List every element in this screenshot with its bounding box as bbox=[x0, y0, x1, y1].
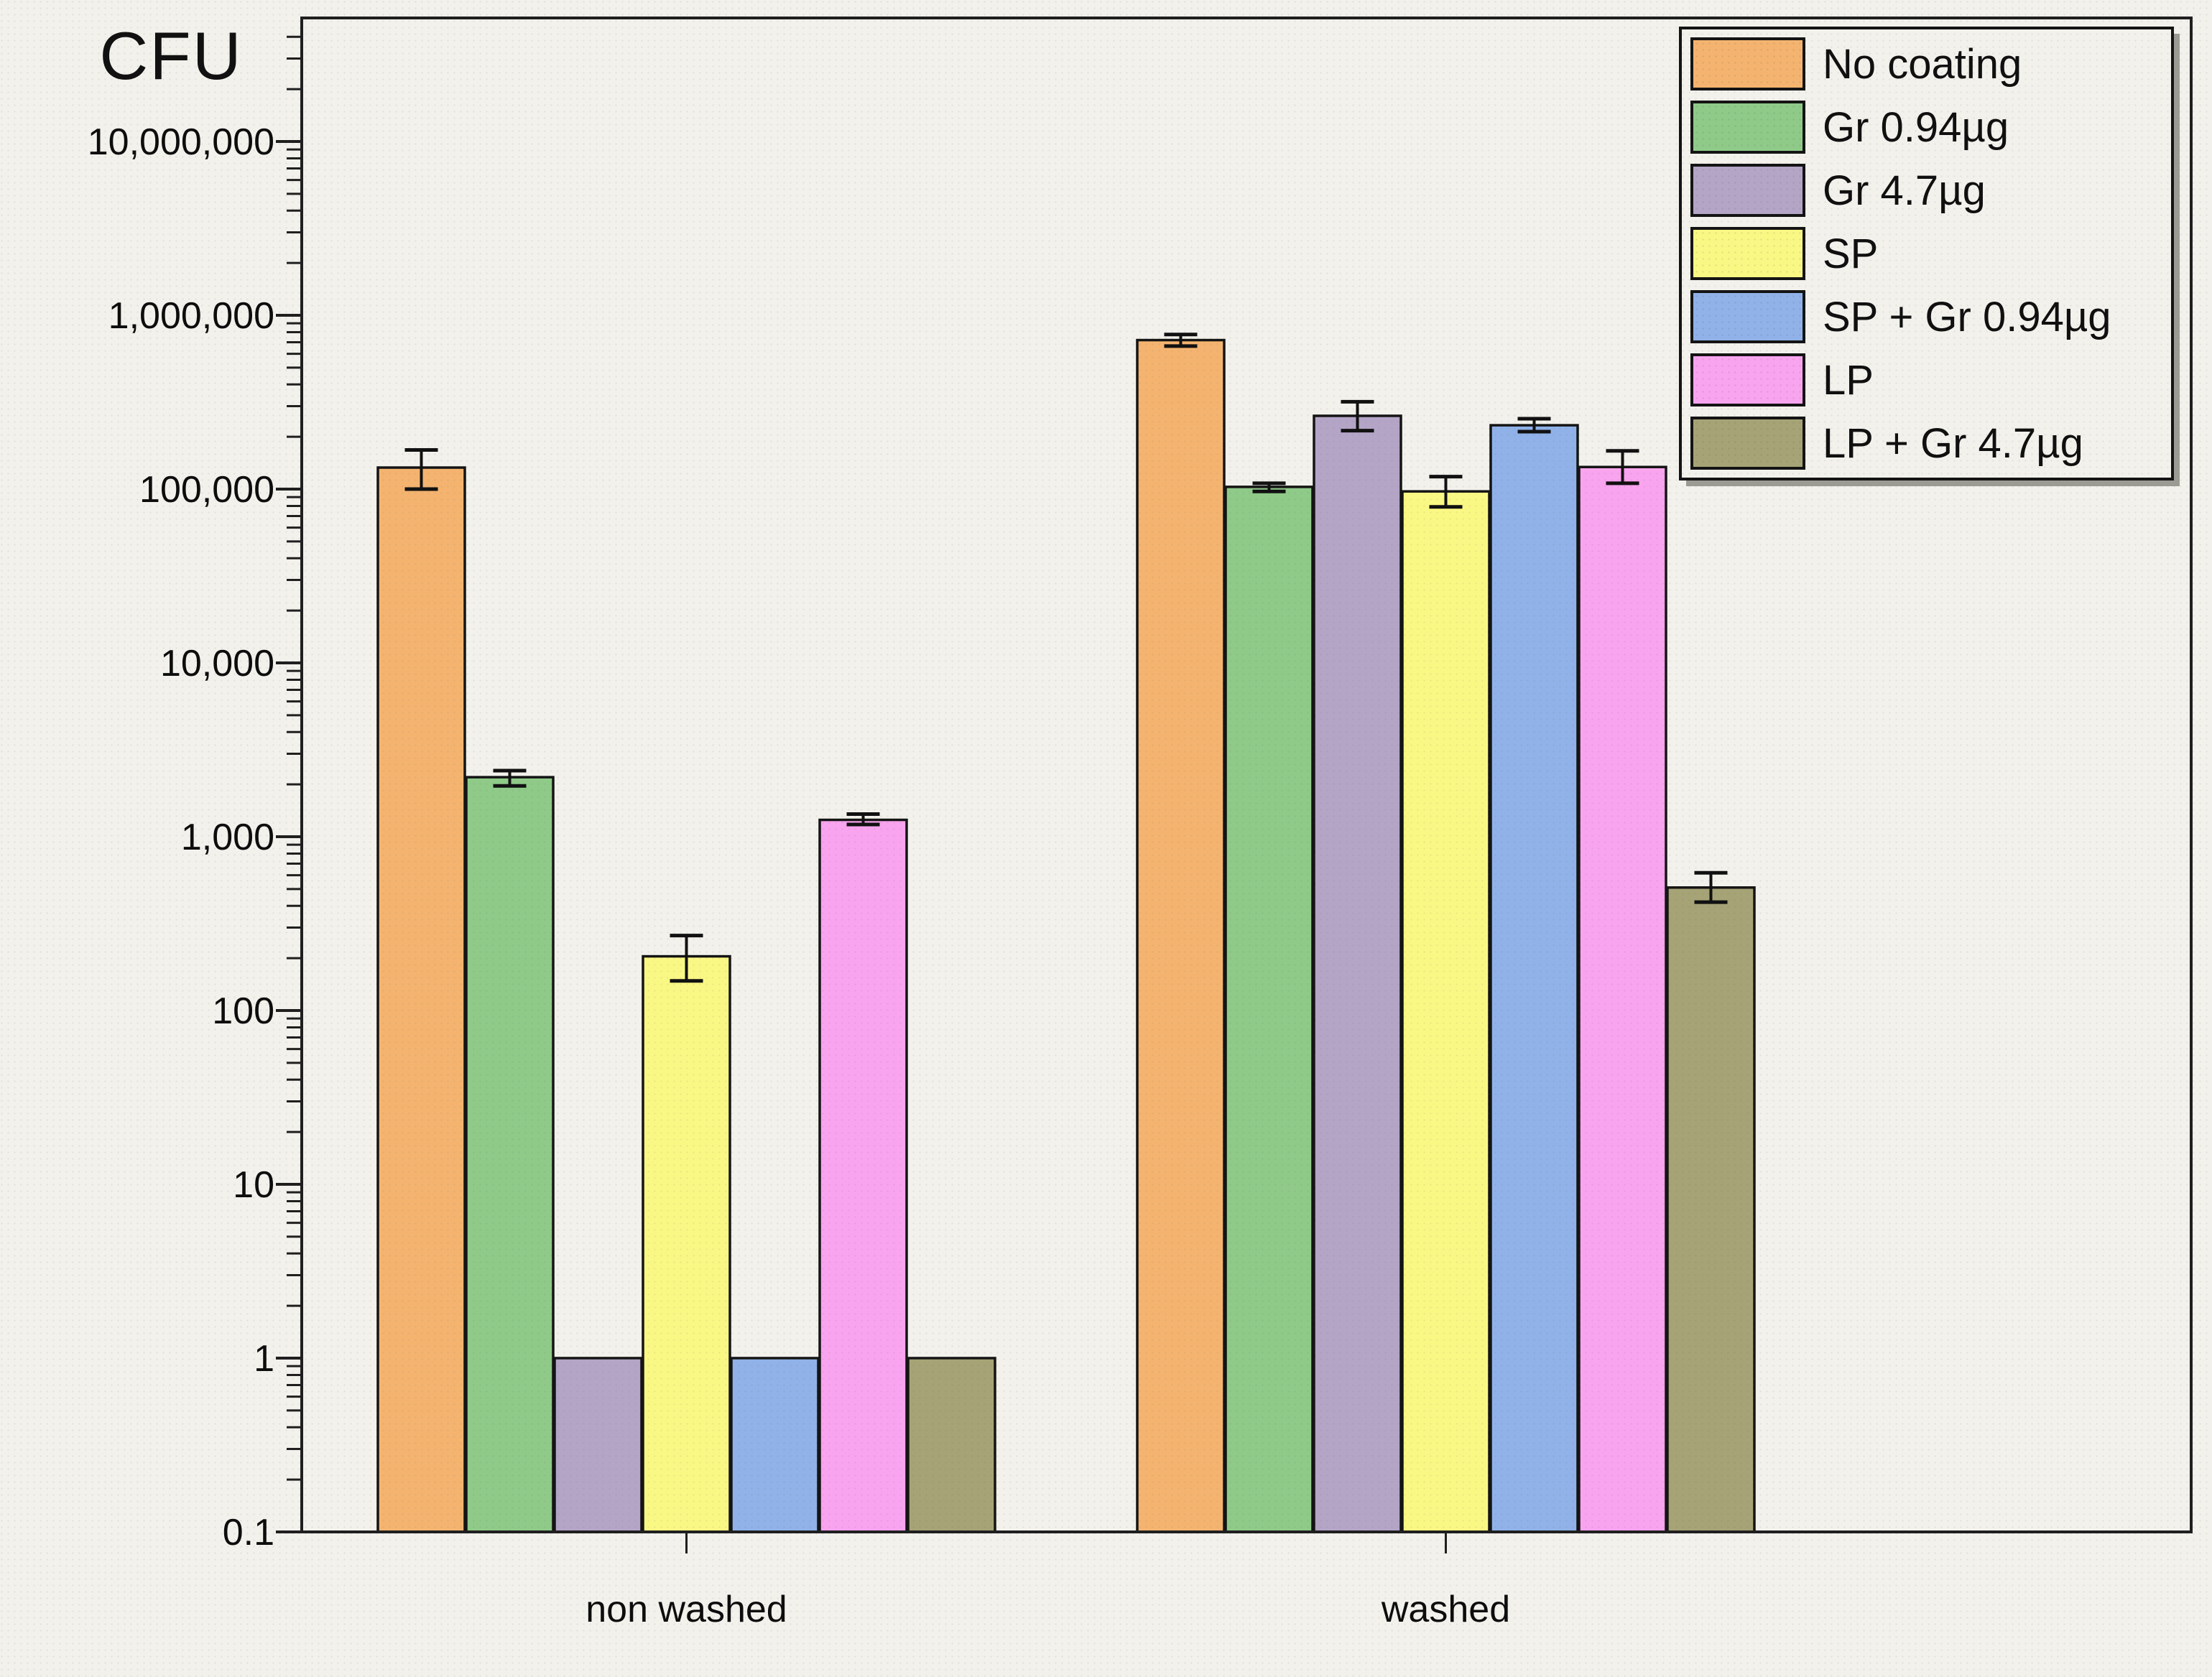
bar-texture bbox=[1579, 467, 1666, 1532]
legend-swatch bbox=[1690, 417, 1805, 470]
legend-item: LP + Gr 4.7µg bbox=[1690, 416, 2165, 470]
bar-texture bbox=[1314, 415, 1401, 1532]
bar-texture bbox=[555, 1358, 642, 1532]
y-tick-label: 10 bbox=[233, 1164, 274, 1206]
y-tick-label: 100 bbox=[212, 990, 274, 1032]
bar-texture bbox=[1226, 486, 1313, 1533]
legend-item: SP + Gr 0.94µg bbox=[1690, 289, 2165, 344]
x-category-label: non washed bbox=[586, 1589, 787, 1630]
bar-texture bbox=[908, 1358, 995, 1532]
legend-swatch bbox=[1690, 101, 1805, 154]
y-tick-label: 1 bbox=[254, 1338, 274, 1380]
y-tick-label: 10,000 bbox=[160, 643, 274, 684]
legend-label: Gr 4.7µg bbox=[1823, 167, 1986, 214]
bar-texture bbox=[731, 1358, 818, 1532]
legend-label: Gr 0.94µg bbox=[1823, 103, 2009, 151]
legend-item: Gr 4.7µg bbox=[1690, 163, 2165, 218]
y-tick-label: 1,000,000 bbox=[108, 295, 274, 337]
legend-swatch bbox=[1690, 290, 1805, 343]
legend-item: Gr 0.94µg bbox=[1690, 100, 2165, 154]
legend-label: No coating bbox=[1823, 40, 2022, 88]
bar-texture bbox=[1137, 340, 1224, 1533]
bar-texture bbox=[1667, 887, 1754, 1532]
y-tick-label: 0.1 bbox=[223, 1512, 274, 1553]
legend-label: SP + Gr 0.94µg bbox=[1823, 293, 2111, 340]
y-tick-label: 10,000,000 bbox=[88, 121, 274, 163]
bar-texture bbox=[1491, 425, 1578, 1532]
legend-label: LP + Gr 4.7µg bbox=[1823, 419, 2083, 467]
bar-texture bbox=[643, 956, 730, 1532]
bar-texture bbox=[466, 777, 553, 1532]
x-category-label: washed bbox=[1381, 1589, 1510, 1630]
legend-label: LP bbox=[1823, 356, 1874, 404]
y-axis-title: CFU bbox=[99, 18, 243, 93]
y-tick-label: 1,000 bbox=[181, 817, 274, 858]
y-tick-label: 100,000 bbox=[139, 469, 274, 511]
legend-swatch bbox=[1690, 353, 1805, 407]
legend-swatch bbox=[1690, 164, 1805, 217]
legend-item: SP bbox=[1690, 226, 2165, 281]
legend: No coating Gr 0.94µg Gr 4.7µg SP SP + Gr 0.9… bbox=[1679, 27, 2174, 480]
plot-border bbox=[300, 17, 2193, 1533]
bar-texture bbox=[820, 819, 907, 1532]
bar-texture bbox=[1402, 491, 1489, 1533]
legend-swatch bbox=[1690, 37, 1805, 90]
legend-item: No coating bbox=[1690, 37, 2165, 91]
legend-item: LP bbox=[1690, 353, 2165, 407]
legend-swatch bbox=[1690, 227, 1805, 280]
bar-texture bbox=[378, 468, 465, 1533]
legend-label: SP bbox=[1823, 230, 1879, 277]
